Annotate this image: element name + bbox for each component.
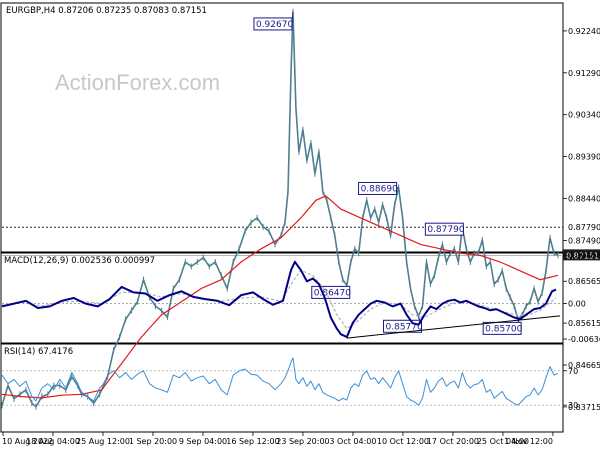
x-tick-label: 16 Sep 12:00 <box>226 437 279 446</box>
rsi-panel-frame <box>0 343 564 433</box>
macd-panel-frame <box>0 252 564 344</box>
annotation-label: 0.86470 <box>314 288 351 298</box>
x-tick-label: 3 Oct 04:00 <box>329 437 376 446</box>
macd-y-tick-label: 0.008686 <box>568 251 600 260</box>
price-layer: 0.92240 0.91290 0.90340 0.89390 0.88440 0.874… <box>1 8 600 412</box>
annotation-box <box>424 222 464 236</box>
x-tick-label: 23 Sep 20:00 <box>276 437 329 446</box>
x-tick-label: 1 Sep 20:00 <box>129 437 177 446</box>
annotation-label: 0.85700 <box>485 324 522 334</box>
x-tick-label: 10 Oct 12:00 <box>377 437 429 446</box>
x-tick-label: 25 Aug 12:00 <box>76 437 130 446</box>
x-tick-label: 17 Oct 20:00 <box>427 437 479 446</box>
annotation-label: 0.85770 <box>386 322 423 332</box>
price-y-tick-label: 0.91290 <box>568 69 600 78</box>
macd-y-tick-label: 0.00 <box>568 300 586 309</box>
price-y-tick-label: 0.85615 <box>568 319 600 328</box>
price-y-tick-label: 0.92240 <box>568 27 600 36</box>
x-tick-label: 10 Aug 2022 <box>2 437 53 446</box>
price-y-tick-label: 0.87490 <box>568 236 600 245</box>
annotation-label: 0.92670 <box>256 20 293 30</box>
annotation-box <box>358 181 398 195</box>
macd-line <box>1 260 557 338</box>
x-tick-label: 18 Aug 04:00 <box>26 437 80 446</box>
x-tick-label: 1 Nov 12:00 <box>504 437 553 446</box>
annotation-label: 0.87790 <box>427 225 464 235</box>
price-series-line <box>1 11 559 408</box>
rsi-panel-title: RSI(14) 67.4176 <box>4 347 73 357</box>
moving-average-line <box>1 195 559 399</box>
price-y-tick-label: 0.88440 <box>568 195 600 204</box>
rsi-layer: 70 30 <box>1 357 578 410</box>
resistance-level-label: 0.87790 <box>568 223 600 232</box>
macd-panel-title: MACD(12,26,9) 0.002536 0.000997 <box>4 256 155 266</box>
watermark: ActionForex.com <box>55 70 220 95</box>
price-y-tick-label: 0.83715 <box>568 403 600 412</box>
price-panel-frame <box>0 2 564 253</box>
rsi-y-tick-label: 30 <box>568 401 578 410</box>
price-y-tick-label: 0.84665 <box>568 361 600 370</box>
macd-signal-line <box>1 269 557 330</box>
price-panel-title: EURGBP,H4 0.87206 0.87235 0.87083 0.8715… <box>6 6 207 16</box>
rsi-line <box>1 357 559 406</box>
macd-layer: 0.008686 0.00 -0.006366 <box>1 251 600 344</box>
price-y-tick-label: 0.86565 <box>568 277 600 286</box>
price-y-tick-label: 0.89390 <box>568 153 600 162</box>
current-price-box <box>563 249 600 261</box>
current-price-label: 0.87151 <box>566 251 599 260</box>
x-tick-label: 25 Oct 04:00 <box>477 437 529 446</box>
annotation-label: 0.88690 <box>361 184 398 194</box>
price-y-tick-label: 0.90340 <box>568 111 600 120</box>
macd-y-tick-label: -0.006366 <box>568 335 600 344</box>
macd-trendline <box>346 315 561 339</box>
x-tick-label: 9 Sep 04:00 <box>179 437 227 446</box>
annotation-box <box>253 17 293 31</box>
rsi-y-tick-label: 70 <box>568 367 578 376</box>
